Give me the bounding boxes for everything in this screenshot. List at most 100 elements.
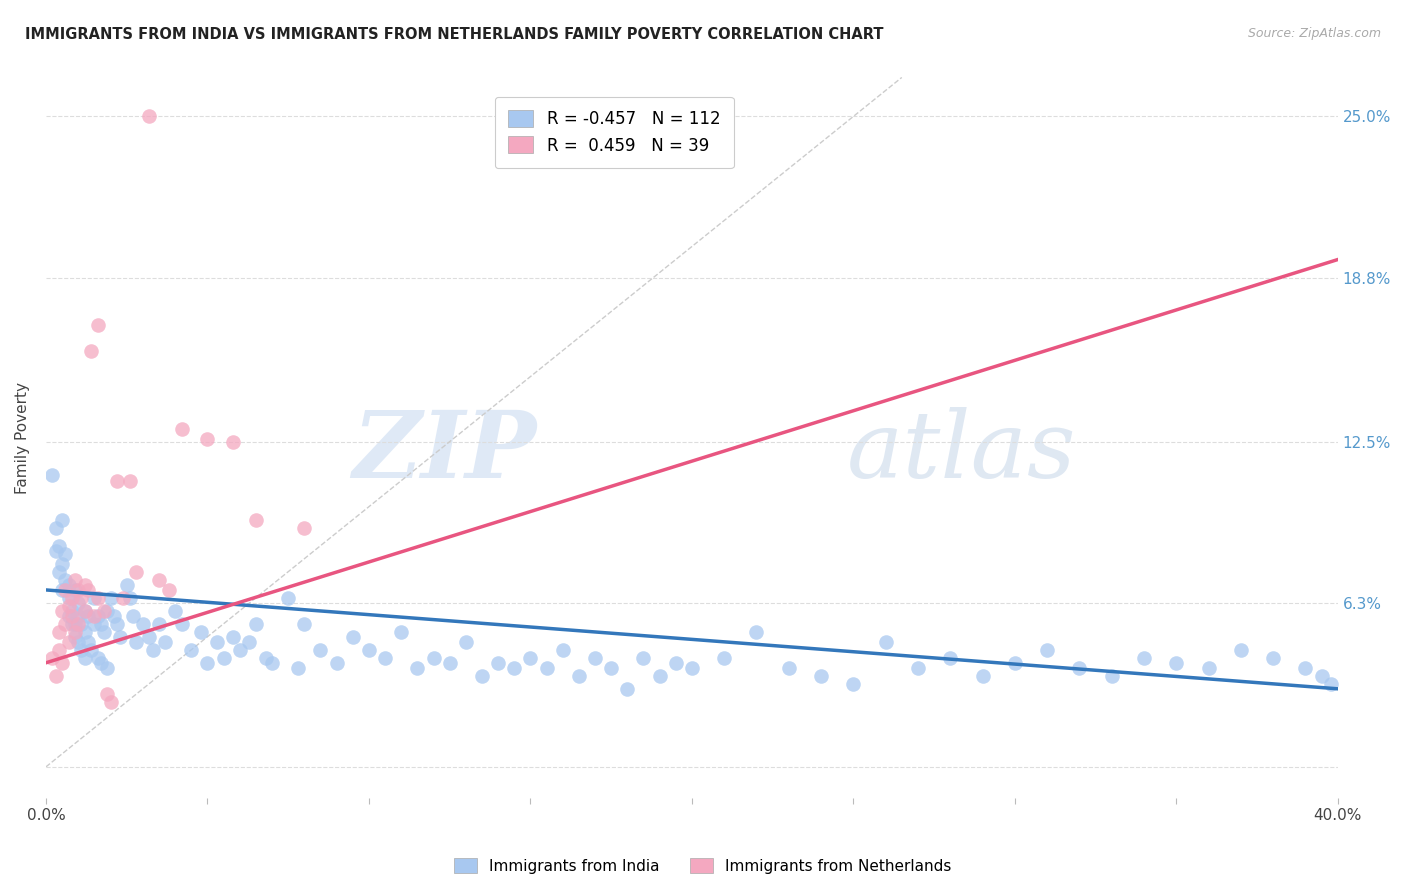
Point: [73, 650, 96, 665]
Point: [471, 669, 494, 683]
Point: [536, 661, 558, 675]
Point: [681, 661, 703, 675]
Point: [51, 656, 73, 670]
Point: [67, 596, 90, 610]
Point: [53, 582, 76, 597]
Point: [73, 624, 96, 639]
Point: [58, 609, 80, 624]
Point: [60, 591, 83, 605]
Point: [245, 616, 267, 631]
Point: [309, 642, 332, 657]
Point: [157, 582, 180, 597]
Point: [83, 591, 105, 605]
Point: [1069, 661, 1091, 675]
Point: [287, 661, 309, 675]
Point: [778, 661, 800, 675]
Point: [125, 565, 148, 579]
Point: [568, 669, 591, 683]
Point: [100, 591, 122, 605]
Point: [48, 565, 70, 579]
Point: [503, 661, 526, 675]
Point: [260, 656, 283, 670]
Point: [63, 630, 86, 644]
Point: [118, 591, 141, 605]
Point: [1230, 642, 1253, 657]
Point: [1310, 669, 1333, 683]
Point: [51, 604, 73, 618]
Point: [254, 650, 277, 665]
Point: [53, 547, 76, 561]
Point: [1198, 661, 1220, 675]
Point: [118, 474, 141, 488]
Point: [875, 635, 897, 649]
Point: [197, 656, 219, 670]
Point: [58, 591, 80, 605]
Point: [83, 609, 105, 624]
Point: [972, 669, 994, 683]
Point: [86, 318, 108, 332]
Point: [80, 642, 103, 657]
Point: [222, 434, 245, 449]
Point: [58, 599, 80, 613]
Point: [1166, 656, 1188, 670]
Point: [70, 642, 93, 657]
Point: [112, 591, 135, 605]
Point: [616, 681, 638, 696]
Point: [342, 630, 364, 644]
Point: [105, 616, 128, 631]
Point: [60, 616, 83, 631]
Point: [190, 624, 212, 639]
Point: [229, 642, 252, 657]
Point: [165, 604, 187, 618]
Point: [212, 650, 235, 665]
Point: [90, 656, 112, 670]
Point: [45, 520, 67, 534]
Point: [103, 609, 125, 624]
Point: [1036, 642, 1059, 657]
Point: [292, 520, 315, 534]
Point: [325, 656, 347, 670]
Point: [51, 557, 73, 571]
Point: [93, 604, 115, 618]
Text: Source: ZipAtlas.com: Source: ZipAtlas.com: [1247, 27, 1381, 40]
Point: [58, 635, 80, 649]
Point: [1004, 656, 1026, 670]
Point: [51, 582, 73, 597]
Point: [907, 661, 929, 675]
Point: [939, 650, 962, 665]
Point: [810, 669, 832, 683]
Point: [551, 642, 574, 657]
Point: [63, 616, 86, 631]
Point: [1101, 669, 1123, 683]
Point: [125, 635, 148, 649]
Point: [41, 468, 63, 483]
Point: [141, 642, 163, 657]
Point: [53, 616, 76, 631]
Point: [292, 616, 315, 631]
Point: [238, 635, 260, 649]
Point: [138, 630, 160, 644]
Point: [138, 110, 160, 124]
Point: [73, 604, 96, 618]
Point: [60, 604, 83, 618]
Point: [155, 635, 177, 649]
Point: [80, 343, 103, 358]
Point: [1263, 650, 1285, 665]
Point: [115, 578, 138, 592]
Point: [633, 650, 655, 665]
Point: [100, 695, 122, 709]
Point: [197, 432, 219, 446]
Point: [73, 578, 96, 592]
Point: [600, 661, 623, 675]
Point: [86, 609, 108, 624]
Text: IMMIGRANTS FROM INDIA VS IMMIGRANTS FROM NETHERLANDS FAMILY POVERTY CORRELATION : IMMIGRANTS FROM INDIA VS IMMIGRANTS FROM…: [25, 27, 884, 42]
Point: [519, 650, 541, 665]
Point: [48, 539, 70, 553]
Point: [713, 650, 735, 665]
Point: [439, 656, 461, 670]
Point: [58, 578, 80, 592]
Point: [132, 616, 155, 631]
Point: [745, 624, 768, 639]
Point: [648, 669, 671, 683]
Y-axis label: Family Poverty: Family Poverty: [15, 382, 30, 494]
